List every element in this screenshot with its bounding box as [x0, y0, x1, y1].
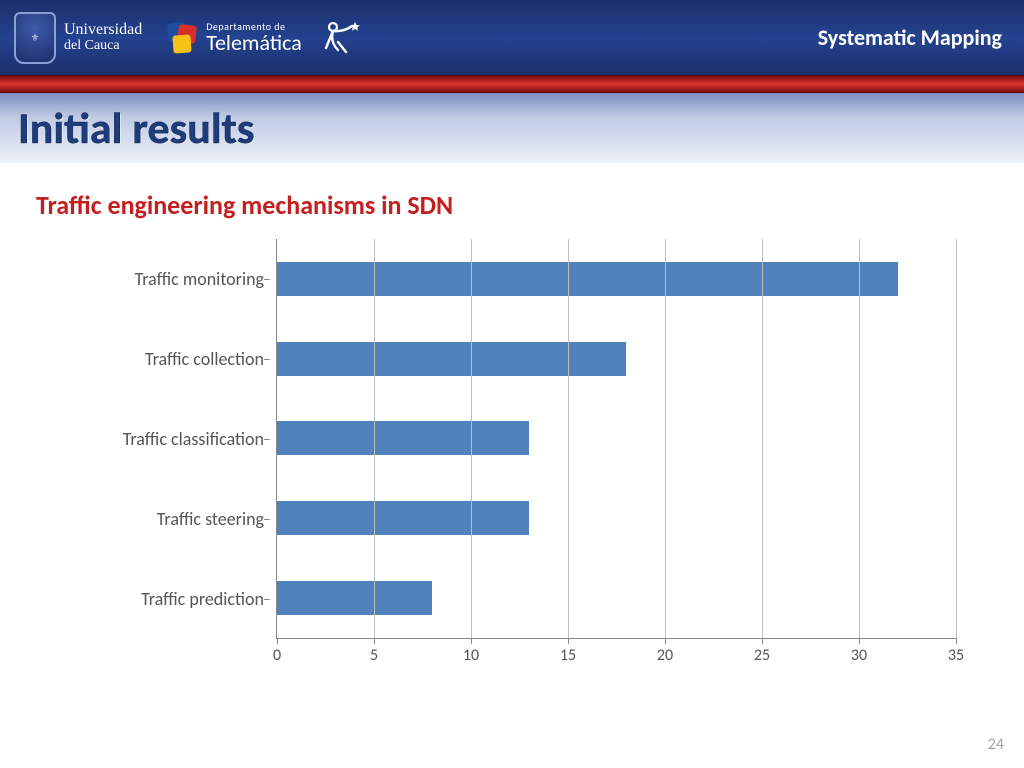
gridline — [859, 239, 860, 638]
gridline — [374, 239, 375, 638]
x-tick-mark — [277, 638, 278, 644]
bar-row — [277, 251, 956, 307]
header-right-label: Systematic Mapping — [818, 24, 1002, 51]
page-number: 24 — [988, 735, 1004, 754]
chart-subtitle: Traffic engineering mechanisms in SDN — [36, 189, 988, 221]
gridline — [762, 239, 763, 638]
x-tick-mark — [956, 638, 957, 644]
university-logo-block: ⚜ Universidad del Cauca — [14, 12, 142, 64]
person-star-icon — [320, 18, 364, 58]
bars-group — [277, 239, 956, 638]
y-category-label: Traffic monitoring — [76, 251, 264, 307]
bar — [277, 262, 898, 296]
x-tick-mark — [374, 638, 375, 644]
x-tick-label: 20 — [657, 646, 673, 665]
telematica-squares-icon — [164, 21, 198, 55]
slide-title: Initial results — [18, 101, 254, 155]
bar-row — [277, 570, 956, 626]
bar — [277, 581, 432, 615]
plot-area: 05101520253035 — [276, 239, 956, 639]
y-category-label: Traffic collection — [76, 331, 264, 387]
slide-title-band: Initial results — [0, 93, 1024, 163]
y-category-label: Traffic prediction — [76, 571, 264, 627]
gridline — [471, 239, 472, 638]
x-tick-label: 25 — [754, 646, 770, 665]
gridline — [568, 239, 569, 638]
x-tick-label: 15 — [560, 646, 576, 665]
bar-chart: Traffic monitoring Traffic collection Traf… — [76, 239, 956, 639]
bar-row — [277, 490, 956, 546]
bar — [277, 342, 626, 376]
telematica-logo-block: Departamento de Telemática — [164, 21, 302, 55]
bar-row — [277, 331, 956, 387]
university-name: Universidad del Cauca — [64, 22, 142, 53]
x-tick-mark — [568, 638, 569, 644]
x-tick-mark — [762, 638, 763, 644]
bar — [277, 501, 529, 535]
x-tick-label: 0 — [273, 646, 281, 665]
university-shield-icon: ⚜ — [14, 12, 56, 64]
bar-row — [277, 410, 956, 466]
y-category-label: Traffic steering — [76, 491, 264, 547]
x-tick-mark — [471, 638, 472, 644]
red-accent-stripe — [0, 75, 1024, 93]
gridline — [956, 239, 957, 638]
telematica-text: Departamento de Telemática — [206, 22, 302, 54]
x-tick-mark — [859, 638, 860, 644]
x-tick-mark — [665, 638, 666, 644]
bar — [277, 421, 529, 455]
x-tick-label: 30 — [851, 646, 867, 665]
university-line1: Universidad — [64, 22, 142, 39]
y-category-label: Traffic classification — [76, 411, 264, 467]
header-band: ⚜ Universidad del Cauca Departamento de … — [0, 0, 1024, 75]
x-tick-label: 10 — [463, 646, 479, 665]
gridline — [665, 239, 666, 638]
x-tick-label: 5 — [370, 646, 378, 665]
x-tick-label: 35 — [948, 646, 964, 665]
university-line2: del Cauca — [64, 39, 142, 54]
chart-container: Traffic monitoring Traffic collection Traf… — [76, 239, 956, 639]
content-area: Traffic engineering mechanisms in SDN Tr… — [0, 163, 1024, 639]
dept-word: Telemática — [206, 32, 302, 54]
y-axis-labels: Traffic monitoring Traffic collection Traf… — [76, 239, 276, 639]
